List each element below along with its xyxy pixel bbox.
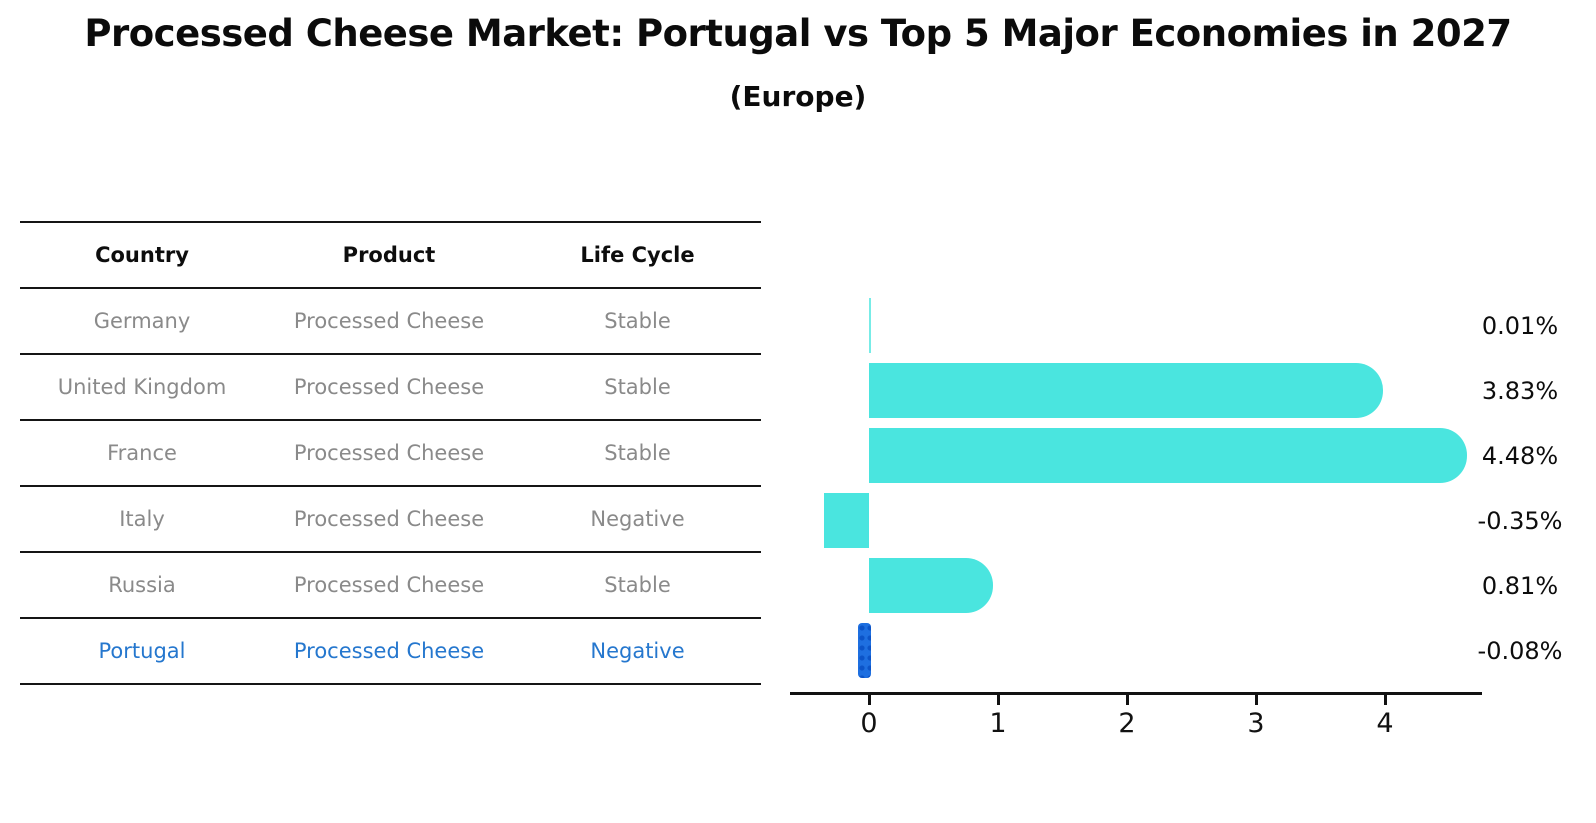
country-cell: Russia: [108, 573, 176, 597]
value-label: -0.08%: [1477, 636, 1563, 665]
bar-italy: [823, 493, 869, 548]
x-axis-tick: [1255, 692, 1258, 705]
life-cycle-cell: Negative: [590, 639, 685, 663]
x-axis-tick-label: 1: [989, 708, 1007, 739]
value-label: 0.01%: [1481, 311, 1559, 340]
x-axis-tick: [868, 692, 871, 705]
table-row: Italy Processed Cheese Negative: [20, 487, 761, 553]
table-row: Germany Processed Cheese Stable: [20, 289, 761, 355]
value-label: 4.48%: [1481, 441, 1559, 470]
life-cycle-cell: Negative: [590, 507, 685, 531]
chart-subtitle: (Europe): [729, 80, 867, 113]
table-row: France Processed Cheese Stable: [20, 421, 761, 487]
bar-portugal: [857, 623, 871, 678]
product-cell: Processed Cheese: [293, 309, 485, 333]
value-label: 0.81%: [1481, 571, 1559, 600]
table-row: United Kingdom Processed Cheese Stable: [20, 355, 761, 421]
product-cell: Processed Cheese: [293, 507, 485, 531]
chart-title: Processed Cheese Market: Portugal vs Top…: [84, 12, 1512, 55]
country-cell: Portugal: [98, 639, 186, 663]
column-header-country: Country: [95, 243, 189, 267]
x-axis-tick: [997, 692, 1000, 705]
column-header-product: Product: [342, 243, 436, 267]
country-cell: Italy: [119, 507, 165, 531]
product-cell: Processed Cheese: [293, 639, 485, 663]
bar-germany: [869, 298, 871, 353]
bar-chart: 0.01% 3.83% 4.48% -0.35% 0.81% -0.08% 0 1 2 3 4: [780, 290, 1596, 760]
x-axis-tick-label: 4: [1376, 708, 1394, 739]
value-label: 3.83%: [1481, 376, 1559, 405]
life-cycle-cell: Stable: [604, 441, 671, 465]
table-row: Russia Processed Cheese Stable: [20, 553, 761, 619]
country-table: Country Product Life Cycle Germany Proces…: [20, 221, 761, 685]
table-header-row: Country Product Life Cycle: [20, 223, 761, 289]
bar-russia: [869, 558, 994, 613]
x-axis-tick: [1126, 692, 1129, 705]
bar-france: [869, 428, 1467, 483]
x-axis-tick: [1384, 692, 1387, 705]
product-cell: Processed Cheese: [293, 573, 485, 597]
table-body: Germany Processed Cheese Stable United King…: [20, 289, 761, 685]
country-cell: Germany: [93, 309, 191, 333]
x-axis-tick-label: 2: [1118, 708, 1136, 739]
product-cell: Processed Cheese: [293, 441, 485, 465]
x-axis-line: [790, 692, 1482, 695]
table-row: Portugal Processed Cheese Negative: [20, 619, 761, 685]
country-cell: France: [107, 441, 177, 465]
life-cycle-cell: Stable: [604, 573, 671, 597]
x-axis-tick-label: 3: [1247, 708, 1265, 739]
value-label: -0.35%: [1477, 506, 1563, 535]
country-cell: United Kingdom: [57, 375, 227, 399]
bar-united-kingdom: [869, 363, 1384, 418]
life-cycle-cell: Stable: [604, 375, 671, 399]
column-header-life-cycle: Life Cycle: [580, 243, 695, 267]
life-cycle-cell: Stable: [604, 309, 671, 333]
product-cell: Processed Cheese: [293, 375, 485, 399]
x-axis-tick-label: 0: [860, 708, 878, 739]
